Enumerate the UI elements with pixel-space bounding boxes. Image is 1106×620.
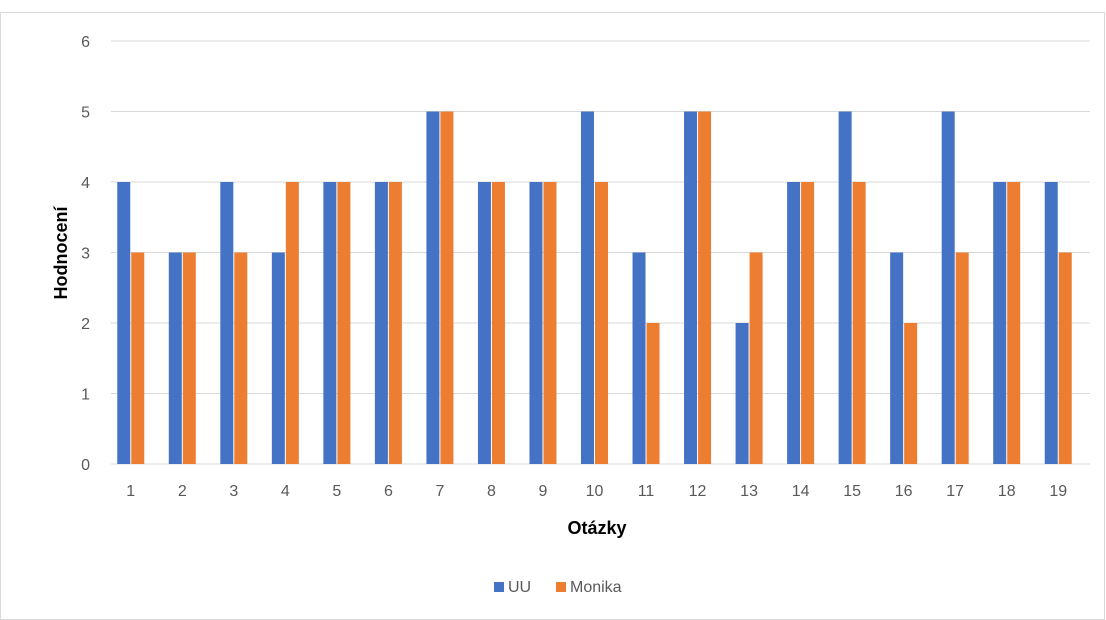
bar-uu-19	[1044, 182, 1058, 464]
bar-uu-5	[323, 182, 337, 464]
y-tick-label: 1	[81, 387, 90, 404]
x-tick-label: 13	[740, 483, 758, 500]
bar-uu-14	[787, 182, 801, 464]
bar-monika-14	[801, 182, 815, 464]
y-tick-label: 3	[81, 246, 90, 263]
bar-monika-17	[955, 252, 969, 464]
x-tick-label: 5	[332, 483, 341, 500]
bar-monika-9	[543, 182, 557, 464]
bar-monika-13	[749, 252, 763, 464]
bar-monika-16	[904, 323, 918, 464]
x-tick-label: 16	[895, 483, 913, 500]
bar-monika-15	[852, 182, 866, 464]
y-tick-label: 2	[81, 316, 90, 333]
bar-uu-4	[271, 252, 285, 464]
bar-uu-7	[426, 111, 440, 464]
y-axis-title: Hodnocení	[51, 206, 71, 300]
bar-monika-12	[698, 111, 712, 464]
legend-label-monika: Monika	[570, 579, 622, 596]
x-tick-label: 19	[1049, 483, 1067, 500]
bar-monika-18	[1007, 182, 1021, 464]
legend-label-uu: UU	[508, 579, 531, 596]
x-tick-label: 7	[435, 483, 444, 500]
bar-uu-3	[220, 182, 234, 464]
bar-uu-15	[838, 111, 852, 464]
bar-uu-18	[993, 182, 1007, 464]
legend: UU Monika	[494, 579, 622, 596]
bar-monika-3	[234, 252, 248, 464]
y-tick-label: 5	[81, 105, 90, 122]
x-tick-label: 14	[792, 483, 810, 500]
bar-monika-10	[595, 182, 608, 464]
bar-uu-2	[168, 252, 182, 464]
x-tick-label: 11	[638, 483, 655, 500]
bar-uu-16	[890, 252, 904, 464]
y-tick-labels: 0 1 2 3 4 5 6	[81, 34, 90, 474]
y-tick-label: 0	[81, 457, 90, 474]
x-tick-label: 15	[843, 483, 861, 500]
x-tick-label: 2	[178, 483, 187, 500]
y-tick-label: 4	[81, 175, 90, 192]
x-tick-label: 18	[998, 483, 1016, 500]
x-tick-label: 9	[539, 483, 548, 500]
bar-uu-17	[941, 111, 955, 464]
bar-uu-1	[117, 182, 131, 464]
bar-uu-12	[684, 111, 698, 464]
y-tick-label: 6	[81, 34, 90, 51]
x-tick-labels: 1 2 3 4 5 6 7 8 9 10 11 12 13 14 15 16 17 18 19	[126, 483, 1067, 500]
bar-monika-4	[285, 182, 299, 464]
legend-swatch-uu	[494, 582, 504, 592]
bars	[117, 111, 1072, 464]
bar-monika-1	[131, 252, 145, 464]
bar-uu-11	[632, 252, 646, 464]
bar-monika-6	[388, 182, 402, 464]
x-tick-label: 1	[126, 483, 135, 500]
x-tick-label: 6	[384, 483, 393, 500]
bar-uu-9	[529, 182, 543, 464]
bar-monika-8	[491, 182, 505, 464]
x-tick-label: 3	[229, 483, 238, 500]
bar-monika-7	[440, 111, 454, 464]
bar-monika-19	[1058, 252, 1072, 464]
bar-monika-11	[646, 323, 660, 464]
x-tick-label: 10	[586, 483, 604, 500]
x-tick-label: 12	[689, 483, 707, 500]
legend-swatch-monika	[556, 582, 566, 592]
bar-monika-5	[337, 182, 351, 464]
bar-monika-2	[182, 252, 196, 464]
bar-uu-8	[477, 182, 491, 464]
x-tick-label: 8	[487, 483, 496, 500]
x-tick-label: 17	[946, 483, 964, 500]
x-tick-label: 4	[281, 483, 290, 500]
bar-uu-13	[735, 323, 749, 464]
x-axis-title: Otázky	[567, 518, 626, 538]
bar-uu-6	[374, 182, 388, 464]
bar-uu-10	[581, 111, 594, 464]
